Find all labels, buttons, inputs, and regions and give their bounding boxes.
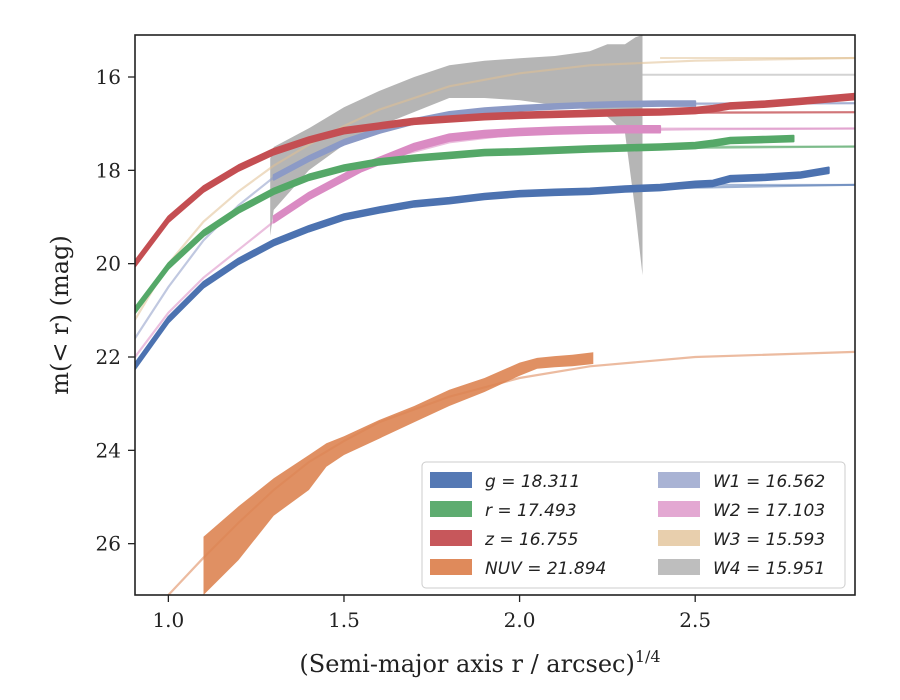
legend-label: NUV = 21.894: [485, 559, 606, 579]
y-tick-label: 24: [96, 438, 121, 462]
y-axis-label: m(< r) (mag): [46, 235, 74, 394]
observed-band: [135, 92, 855, 268]
legend-frame: [421, 461, 846, 589]
legend-label: W4 = 15.951: [713, 559, 825, 579]
legend-label: r = 17.493: [485, 501, 577, 521]
observed-band: [135, 134, 795, 315]
legend: g = 18.311 r = 17.493 z = 16.755 NUV = 21.8…: [421, 461, 846, 589]
series-z-16-755: [135, 92, 855, 268]
series-r-17-493: [135, 134, 855, 315]
series-layer: [135, 35, 855, 595]
legend-item-w1-16-562: W1 = 16.562: [658, 472, 825, 492]
legend-item-g-18-311: g = 18.311: [430, 472, 580, 492]
x-axis: 1.0 1.5 2.0 2.5: [152, 595, 711, 632]
legend-label: W1 = 16.562: [713, 472, 825, 492]
legend-item-w4-15-951: W4 = 15.951: [658, 559, 825, 579]
legend-label: z = 16.755: [484, 530, 578, 550]
legend-item-r-17-493: r = 17.493: [430, 501, 577, 521]
legend-swatch: [430, 472, 472, 488]
series-w2-17-103: [135, 125, 855, 358]
legend-swatch: [430, 559, 472, 575]
y-tick-label: 26: [96, 532, 121, 556]
legend-label: W3 = 15.593: [713, 530, 825, 550]
legend-swatch: [658, 501, 700, 517]
plot-frame: [134, 34, 856, 596]
series-nuv-21-894: [167, 350, 855, 595]
legend-item-w3-15-593: W3 = 15.593: [658, 530, 825, 550]
x-axis-label: (Semi-major axis r / arcsec)1/4: [299, 647, 660, 678]
y-tick-label: 20: [96, 252, 121, 276]
legend-item-w2-17-103: W2 = 17.103: [658, 501, 825, 521]
legend-item-nuv-21-894: NUV = 21.894: [430, 559, 606, 579]
x-tick-label: 2.0: [504, 608, 536, 632]
observed-band: [203, 352, 594, 595]
legend-swatch: [430, 530, 472, 546]
legend-label: g = 18.311: [485, 472, 580, 492]
x-tick-label: 2.5: [679, 608, 711, 632]
y-tick-label: 16: [96, 65, 121, 89]
observed-band: [270, 35, 643, 276]
legend-swatch: [658, 530, 700, 546]
series-w3-15-593: [135, 56, 855, 321]
x-tick-label: 1.5: [328, 608, 360, 632]
legend-swatch: [658, 472, 700, 488]
y-axis: 16 18 20 22 24 26: [96, 65, 135, 556]
observed-band: [135, 166, 830, 371]
model-curve: [135, 56, 855, 321]
series-g-18-311: [135, 166, 855, 371]
legend-swatch: [658, 559, 700, 575]
legend-item-z-16-755: z = 16.755: [430, 530, 578, 550]
observed-band: [272, 100, 697, 181]
observed-band: [272, 125, 662, 224]
y-tick-label: 18: [96, 158, 121, 182]
x-tick-label: 1.0: [152, 608, 184, 632]
legend-swatch: [430, 501, 472, 517]
series-w4-15-951: [270, 35, 855, 276]
y-tick-label: 22: [96, 345, 121, 369]
legend-label: W2 = 17.103: [713, 501, 825, 521]
